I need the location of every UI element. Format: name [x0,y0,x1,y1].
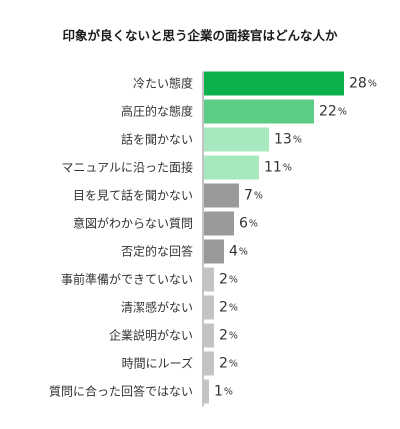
category-label: 話を聞かない [121,132,193,147]
category-label: 時間にルーズ [122,356,193,371]
value-label: 7% [244,188,263,204]
value-label: 2% [219,356,238,372]
bar [204,239,224,264]
category-label: 高圧的な態度 [121,104,193,119]
bar [204,351,214,376]
value-label: 6% [239,216,258,232]
bar [204,183,239,208]
bar [204,99,314,124]
bar [204,267,214,292]
value-label: 1% [214,384,233,400]
value-label: 2% [219,328,238,344]
bar [204,295,214,320]
value-label: 13% [274,132,302,148]
value-label: 11% [264,160,292,176]
value-label: 2% [219,272,238,288]
category-label: 事前準備ができていない [61,272,193,287]
value-label: 22% [319,104,347,120]
bar [204,71,344,96]
bar [204,155,259,180]
category-label: 目を見て話を聞かない [73,188,193,203]
bar [204,127,269,152]
bar [204,323,214,348]
category-label: 企業説明がない [109,328,193,343]
category-label: 冷たい態度 [133,76,193,91]
category-label: 意図がわからない質問 [73,216,193,231]
bar [204,379,209,404]
chart-marks: 冷たい態度 28% 高圧的な態度 22% 話を聞かない 13% マニュアルに沿った面接 11%… [49,71,377,404]
category-label: 清潔感がない [121,300,193,315]
category-label: 否定的な回答 [121,244,193,259]
category-label: 質問に合った回答ではない [49,384,193,399]
value-label: 28% [349,76,377,92]
bar [204,211,234,236]
value-label: 4% [229,244,248,260]
chart-title: 印象が良くないと思う企業の面接官はどんな人か [62,28,338,43]
category-label: マニュアルに沿った面接 [61,160,193,175]
value-label: 2% [219,300,238,316]
